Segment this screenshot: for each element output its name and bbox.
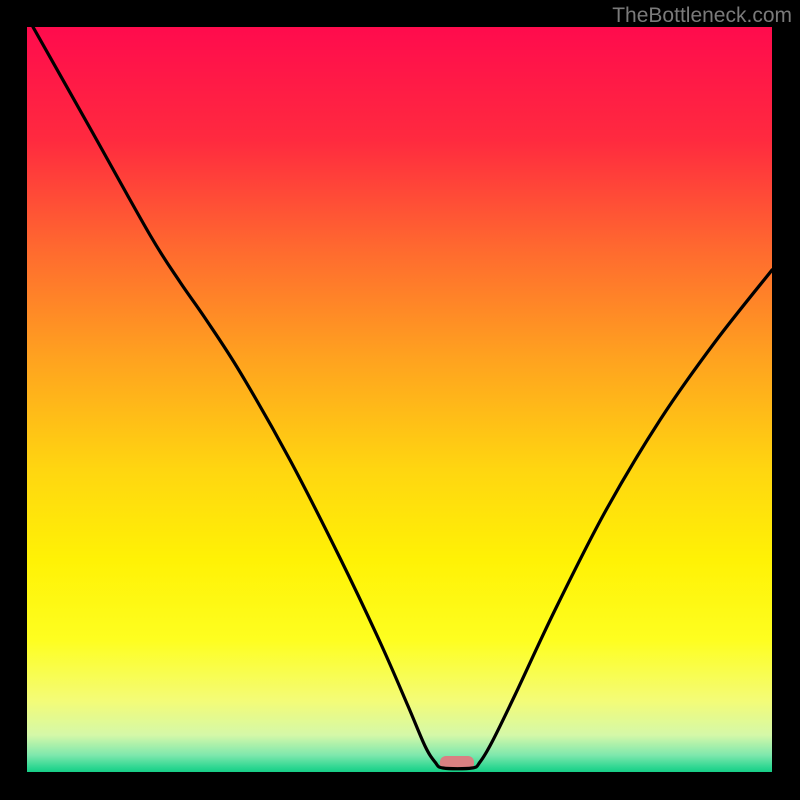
chart-svg <box>0 0 800 800</box>
watermark-text: TheBottleneck.com <box>612 4 792 28</box>
chart-container: TheBottleneck.com <box>0 0 800 800</box>
plot-background <box>27 27 772 772</box>
